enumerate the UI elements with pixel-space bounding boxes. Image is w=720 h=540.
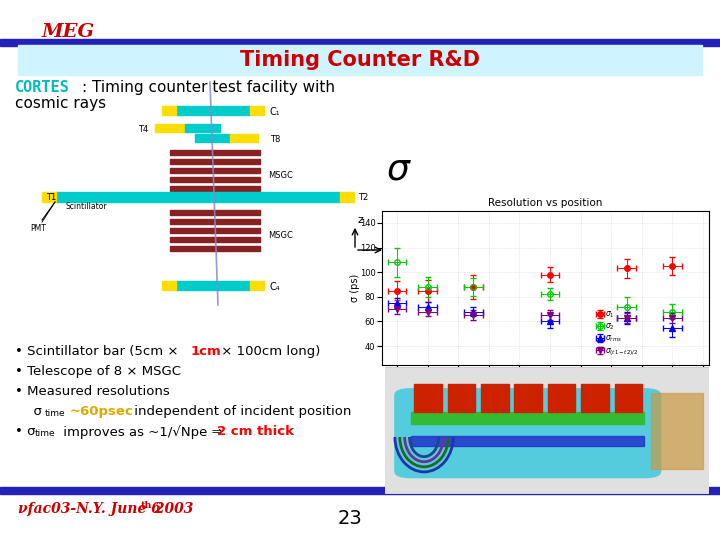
Bar: [155, 124, 185, 132]
Title: Resolution vs position: Resolution vs position: [488, 198, 603, 208]
Bar: [651, 393, 703, 469]
Bar: [185, 124, 220, 132]
Bar: [170, 186, 260, 191]
Bar: [170, 168, 260, 173]
Bar: [170, 177, 260, 182]
Text: νfac03-N.Y. June 6: νfac03-N.Y. June 6: [18, 502, 161, 516]
Text: MSGC: MSGC: [268, 171, 293, 179]
FancyBboxPatch shape: [395, 389, 661, 477]
Text: independent of incident position: independent of incident position: [130, 405, 351, 418]
Text: Scintillator: Scintillator: [65, 202, 107, 211]
Text: 23: 23: [338, 509, 362, 528]
Bar: [481, 384, 508, 411]
Text: MSGC: MSGC: [268, 231, 293, 240]
Bar: [55, 192, 340, 202]
Bar: [411, 411, 644, 424]
Bar: [581, 384, 609, 411]
Text: MEG: MEG: [42, 23, 95, 41]
Bar: [250, 281, 264, 290]
Bar: [195, 134, 230, 142]
X-axis label: y (cm): y (cm): [530, 386, 561, 395]
Bar: [162, 106, 176, 115]
Bar: [170, 219, 260, 224]
Bar: [18, 45, 702, 75]
Text: T2: T2: [358, 193, 368, 202]
Text: CORTES: CORTES: [15, 80, 70, 95]
Bar: [615, 384, 642, 411]
Text: time: time: [35, 429, 55, 438]
Text: • Scintillator bar (5cm ×: • Scintillator bar (5cm ×: [15, 345, 183, 358]
Text: C₁: C₁: [270, 107, 281, 117]
Text: ~60psec: ~60psec: [70, 405, 134, 418]
Text: 2003: 2003: [150, 502, 194, 516]
Text: z: z: [358, 215, 364, 225]
Text: Timing Counter R&D: Timing Counter R&D: [240, 50, 480, 70]
Text: : Timing counter test facility with: : Timing counter test facility with: [82, 80, 335, 95]
FancyBboxPatch shape: [379, 368, 716, 493]
Bar: [340, 192, 354, 202]
Text: C₄: C₄: [270, 282, 281, 292]
Bar: [170, 246, 260, 251]
Text: • Measured resolutions: • Measured resolutions: [15, 385, 170, 398]
Bar: [162, 281, 176, 290]
Text: improves as ~1/√Npe ⇒: improves as ~1/√Npe ⇒: [59, 425, 227, 438]
Text: 2 cm thick: 2 cm thick: [217, 425, 294, 438]
Text: • σ: • σ: [15, 425, 35, 438]
Bar: [415, 384, 442, 411]
Bar: [0, 487, 720, 494]
Bar: [170, 150, 260, 155]
Bar: [170, 159, 260, 164]
Text: σ: σ: [387, 153, 410, 187]
Text: T1: T1: [46, 193, 56, 202]
Text: T8: T8: [270, 136, 280, 145]
Bar: [175, 281, 250, 290]
Text: • Telescope of 8 × MSGC: • Telescope of 8 × MSGC: [15, 365, 181, 378]
Bar: [170, 228, 260, 233]
Text: y: y: [387, 245, 394, 255]
Bar: [250, 106, 264, 115]
Bar: [170, 237, 260, 242]
Bar: [515, 384, 542, 411]
Text: time: time: [45, 409, 66, 418]
Text: × 100cm long): × 100cm long): [217, 345, 320, 358]
Y-axis label: σ (ps): σ (ps): [350, 273, 359, 302]
Bar: [0, 39, 720, 46]
Text: PMT: PMT: [30, 224, 46, 233]
Bar: [230, 134, 258, 142]
Text: cosmic rays: cosmic rays: [15, 96, 106, 111]
Bar: [448, 384, 475, 411]
Bar: [42, 192, 56, 202]
Text: σ: σ: [25, 405, 42, 418]
Legend: $\sigma_1$, $\sigma_2$, $\sigma_{rms}$, $\sigma_{(t1-t2)/2}$: $\sigma_1$, $\sigma_2$, $\sigma_{rms}$, …: [594, 307, 641, 361]
Bar: [175, 106, 250, 115]
Bar: [170, 210, 260, 215]
Bar: [548, 384, 575, 411]
Text: th: th: [141, 501, 153, 510]
Bar: [411, 436, 644, 446]
Text: 1cm: 1cm: [191, 345, 222, 358]
Text: T4: T4: [138, 125, 148, 134]
